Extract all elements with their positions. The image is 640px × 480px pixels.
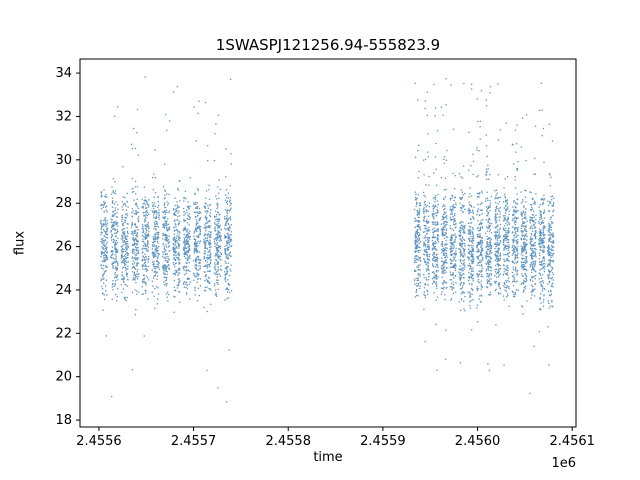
y-tick-label: 34: [55, 66, 72, 81]
y-tick-label: 26: [55, 240, 72, 255]
y-tick-label: 20: [55, 370, 72, 385]
x-tick-label: 2.4558: [265, 434, 311, 449]
x-tick-label: 2.4560: [455, 434, 501, 449]
chart-title: 1SWASPJ121256.94-555823.9: [215, 36, 441, 54]
y-tick-label: 30: [55, 153, 72, 168]
x-tick-label: 2.4559: [360, 434, 406, 449]
scatter-series: [99, 76, 555, 403]
axes-frame: [79, 58, 577, 428]
x-tick-label: 2.4561: [549, 434, 595, 449]
y-tick-label: 18: [55, 413, 72, 428]
x-axis-label: time: [313, 450, 343, 465]
x-axis-offset-label: 1e6: [551, 456, 576, 471]
y-tick-label: 22: [55, 326, 72, 341]
y-tick-label: 32: [55, 109, 72, 124]
y-tick-label: 24: [55, 283, 72, 298]
x-tick-label: 2.4556: [76, 434, 122, 449]
scatter-points: [99, 76, 555, 403]
x-tick-label: 2.4557: [171, 434, 217, 449]
y-tick-label: 28: [55, 196, 72, 211]
y-axis-label-text: flux: [12, 230, 28, 256]
axis-ticks: 2.4556 2.4557 2.4558 2.4559 2.4560 2.4561 18 20…: [55, 66, 595, 449]
